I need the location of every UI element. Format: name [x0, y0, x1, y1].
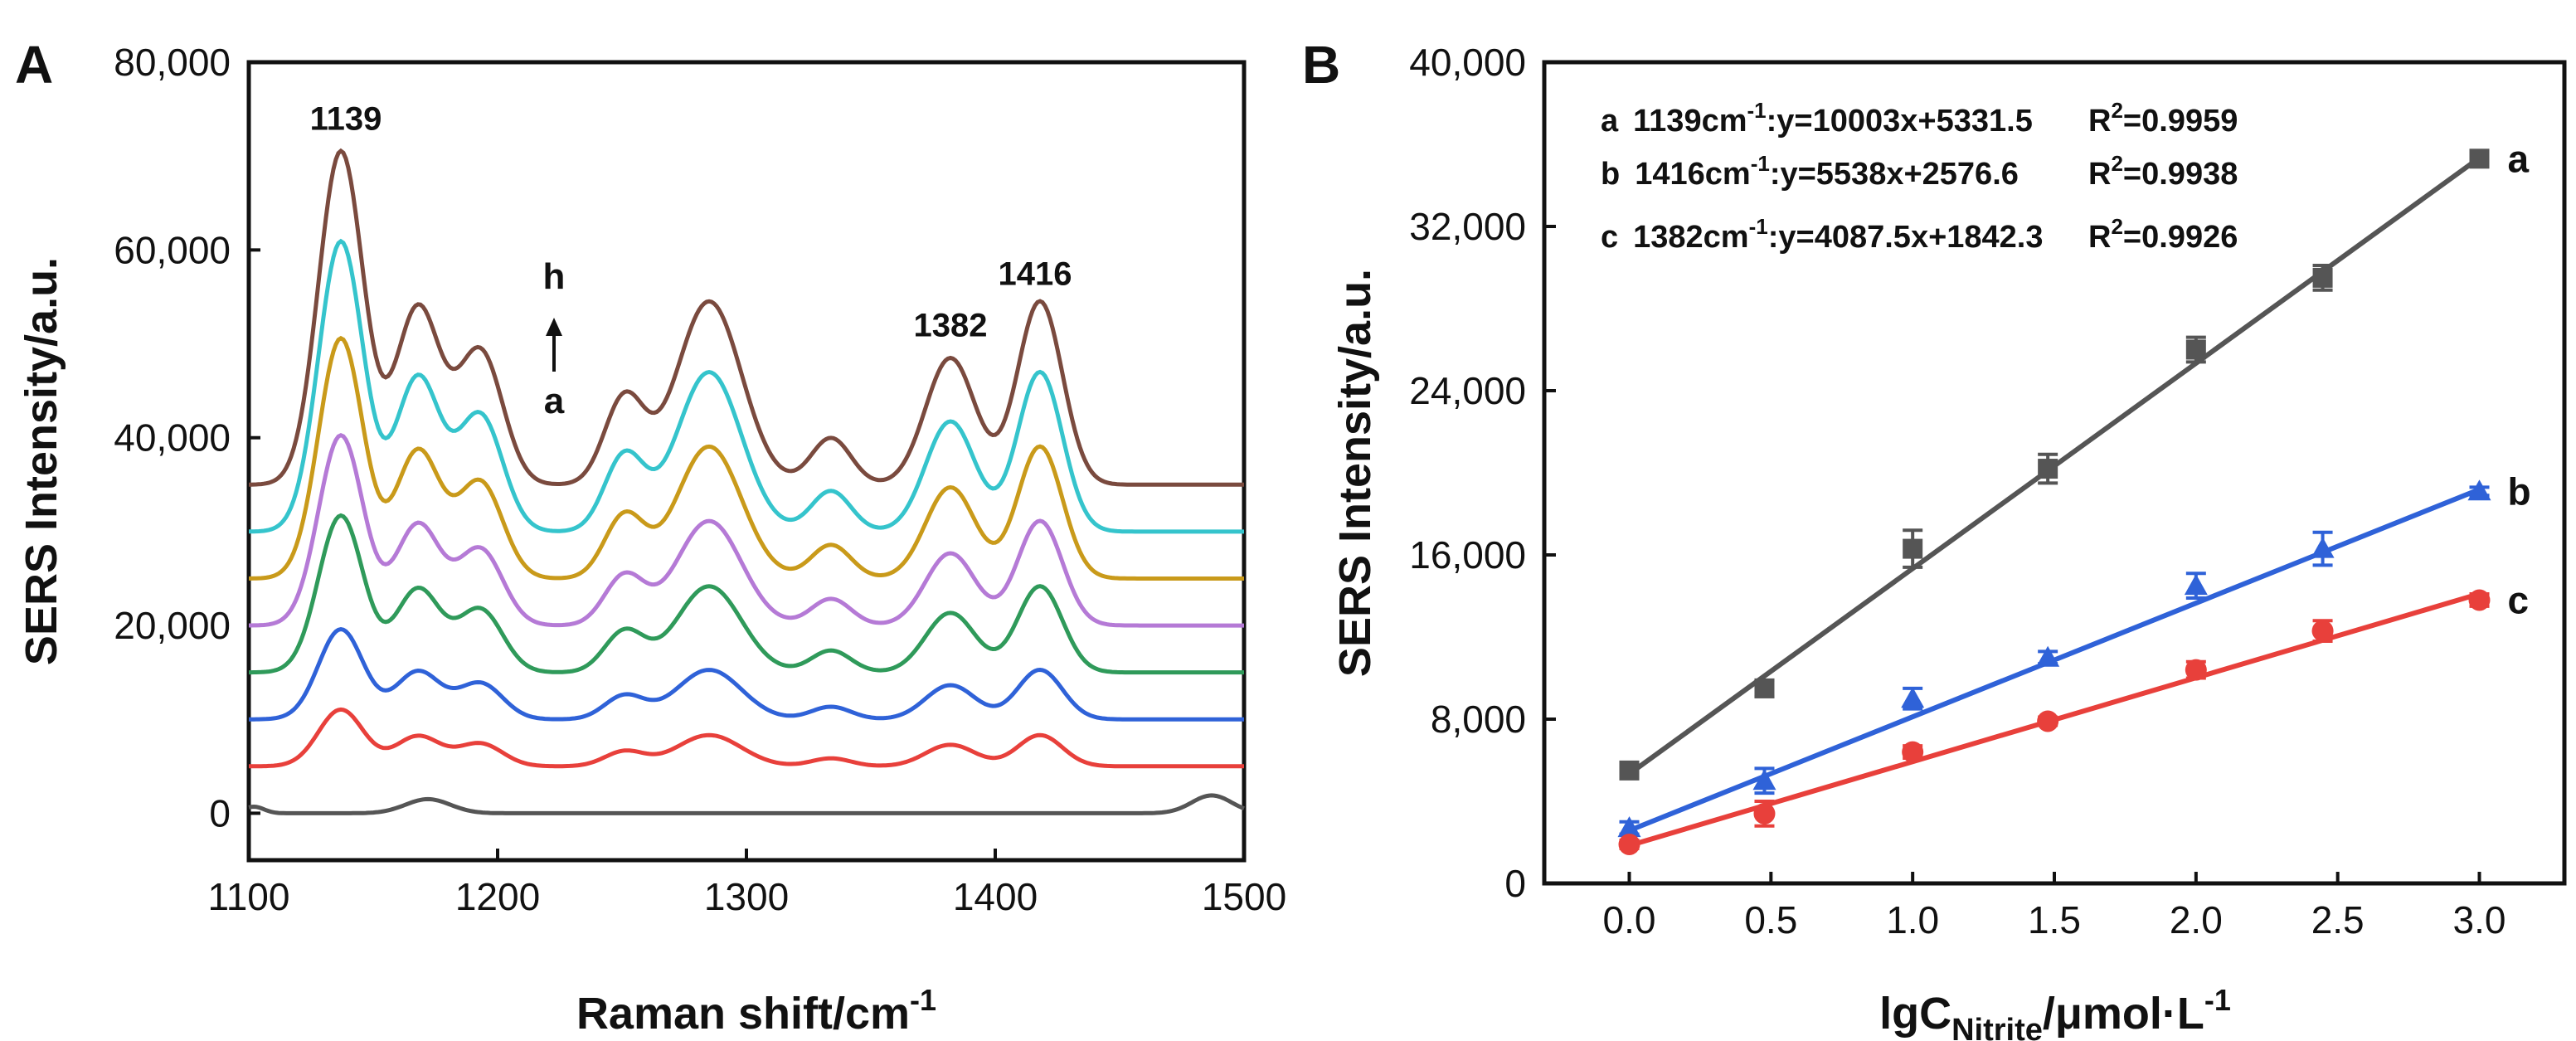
panel-b-x-axis-title: lgCNitrite/μmol·L-1: [1879, 983, 2231, 1041]
panel-b-y-axis-title: SERS Intensity/a.u.: [1330, 269, 1380, 677]
b-x-tick-label: 1.0: [1886, 898, 1939, 941]
spectrum-curve-d: [249, 513, 1244, 675]
r2-c: R2=0.9926: [2088, 214, 2238, 255]
b-y-tick-label: 32,000: [1409, 205, 1526, 248]
data-point-b: [1901, 687, 1925, 708]
b-x-tick-label: 0.5: [1744, 898, 1797, 941]
panel-b-ticks: 0.0 0.5 1.0 1.5 2.0 2.5 3.0 0 8,000 16,000 24,000 3…: [1409, 41, 2506, 941]
data-point-c: [1618, 833, 1640, 855]
data-point-c: [1753, 802, 1776, 825]
spectrum-curve-a: [248, 793, 1245, 815]
b-y-tick-label: 24,000: [1409, 369, 1526, 412]
b-x-tick-label: 2.0: [2170, 898, 2223, 941]
equation-a: a 1139cm-1:y=10003x+5331.5: [1601, 98, 2033, 139]
panel-a-x-axis-title: Raman shift/cm-1: [576, 983, 936, 1039]
spectrum-curve-h: [249, 148, 1244, 487]
arrow-bottom-label: a: [544, 381, 565, 421]
up-arrow-icon: [546, 318, 562, 372]
data-point-c: [1902, 741, 1924, 763]
data-point-a: [1754, 678, 1775, 698]
a-y-tick-label: 60,000: [114, 228, 231, 271]
data-point-b: [2036, 645, 2060, 667]
a-y-tick-label: 40,000: [114, 416, 231, 460]
a-x-tick-label: 1500: [1202, 875, 1286, 918]
data-point-a: [1619, 760, 1640, 781]
data-point-b: [2467, 479, 2491, 501]
peak-label-1382: 1382: [914, 308, 988, 344]
b-y-tick-label: 0: [1504, 862, 1526, 905]
equation-c: c 1382cm-1:y=4087.5x+1842.3: [1601, 214, 2044, 255]
panel-a-curves: [248, 148, 1245, 815]
spectrum-curve-g: [249, 238, 1244, 534]
a-y-tick-label: 20,000: [114, 604, 231, 647]
b-y-tick-label: 40,000: [1409, 41, 1526, 84]
r2-b: R2=0.9938: [2088, 151, 2238, 192]
a-x-tick-label: 1200: [455, 875, 540, 918]
data-point-a: [2312, 267, 2333, 288]
a-x-tick-label: 1100: [208, 875, 290, 918]
data-point-a: [2185, 339, 2206, 360]
data-point-c: [2311, 620, 2334, 642]
data-point-c: [2185, 659, 2207, 681]
data-point-c: [2037, 710, 2059, 732]
data-point-b: [1617, 816, 1641, 838]
panel-a-raman-spectra: A 1100 1200 1300 1400 1500 0 20,000 40,000 60,00…: [15, 35, 1286, 1039]
a-x-tick-label: 1400: [953, 875, 1038, 918]
a-x-tick-label: 1300: [704, 875, 789, 918]
series-end-label-c: c: [2508, 578, 2530, 621]
data-point-b: [2184, 574, 2208, 596]
peak-label-1139: 1139: [310, 101, 382, 138]
data-point-a: [1903, 538, 1923, 559]
panel-b-label: B: [1302, 35, 1340, 95]
panel-b-calibration: B 0.0 0.5 1.0 1.5 2.0 2.5 3.0 0 8,000 16,000 24,00…: [1302, 35, 2567, 1041]
b-x-tick-label: 2.5: [2311, 898, 2365, 941]
data-point-b: [2311, 537, 2335, 558]
panel-a-frame: [246, 60, 1247, 863]
panel-a-y-axis-title: SERS Intensity/a.u.: [17, 257, 66, 665]
a-y-tick-label: 80,000: [114, 41, 231, 84]
spectrum-curve-b: [249, 707, 1244, 769]
series-end-label-b: b: [2508, 469, 2531, 513]
spectrum-curve-e: [249, 432, 1244, 628]
arrow-top-label: h: [543, 256, 566, 297]
panel-b-data-points: [1617, 148, 2491, 855]
series-end-label-a: a: [2508, 137, 2530, 180]
b-x-tick-label: 3.0: [2453, 898, 2506, 941]
data-point-a: [2038, 459, 2058, 479]
peak-label-1416: 1416: [999, 255, 1072, 292]
panel-a-label: A: [15, 35, 53, 95]
data-point-b: [1752, 769, 1776, 790]
b-x-tick-label: 0.0: [1603, 898, 1656, 941]
b-y-tick-label: 8,000: [1431, 698, 1526, 741]
equation-b: b 1416cm-1:y=5538x+2576.6: [1601, 151, 2019, 192]
data-point-c: [2468, 589, 2491, 611]
legend-equations: a 1139cm-1:y=10003x+5331.5 R2=0.9959 b 141…: [1601, 98, 2238, 255]
b-y-tick-label: 16,000: [1409, 533, 1526, 576]
r2-a: R2=0.9959: [2088, 98, 2238, 139]
panel-b-fit-lines: [1627, 155, 2481, 849]
spectrum-curve-c: [249, 627, 1244, 722]
panel-a-ticks: 1100 1200 1300 1400 1500 0 20,000 40,000 60,000 8…: [114, 41, 1286, 918]
spectrum-curve-f: [249, 335, 1244, 581]
a-y-tick-label: 0: [209, 791, 231, 834]
data-point-a: [2469, 148, 2490, 169]
b-x-tick-label: 1.5: [2028, 898, 2081, 941]
